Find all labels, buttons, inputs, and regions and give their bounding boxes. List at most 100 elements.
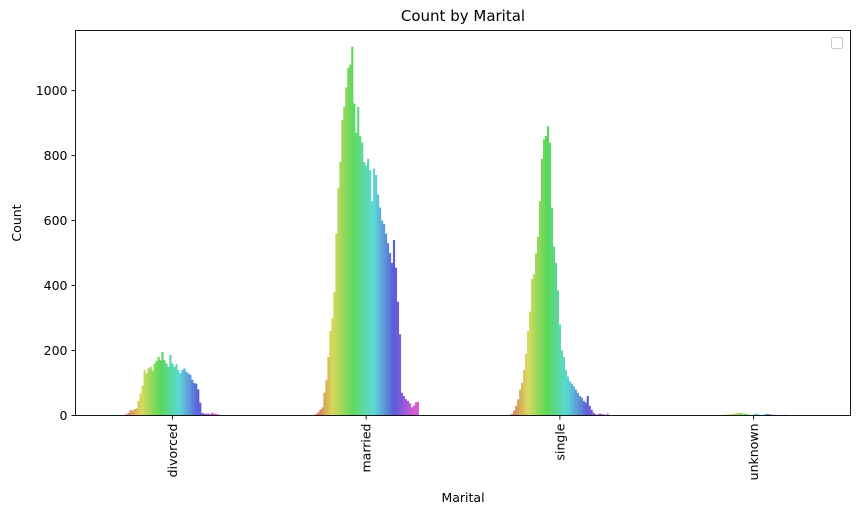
bar-married-5 — [323, 392, 326, 416]
bar-single-43 — [594, 414, 597, 416]
bar-unknown-23 — [765, 413, 768, 416]
bar-divorced-16 — [155, 360, 158, 416]
bar-single-38 — [584, 402, 587, 416]
bar-single-25 — [558, 324, 562, 416]
bar-single-12 — [533, 274, 536, 416]
bar-unknown-17 — [753, 414, 756, 416]
bar-divorced-40 — [203, 413, 206, 416]
bar-divorced-2 — [127, 412, 130, 416]
bar-divorced-37 — [197, 389, 200, 416]
bar-divorced-3 — [129, 409, 132, 416]
bars-layer — [123, 46, 788, 416]
bar-married-49 — [410, 407, 413, 416]
bar-single-41 — [590, 409, 593, 416]
bar-married-3 — [319, 409, 322, 416]
x-axis-title: Marital — [441, 490, 484, 505]
bar-divorced-23 — [169, 355, 172, 416]
bar-divorced-27 — [177, 370, 180, 416]
bar-married-29 — [371, 201, 374, 416]
bar-divorced-11 — [145, 373, 148, 416]
bar-divorced-28 — [179, 373, 182, 416]
bar-divorced-45 — [213, 413, 216, 416]
bar-divorced-34 — [191, 379, 194, 416]
bar-married-23 — [359, 136, 362, 416]
bar-divorced-33 — [189, 374, 192, 416]
bar-divorced-1 — [125, 414, 128, 416]
bar-unknown-6 — [731, 413, 734, 416]
bar-single-31 — [570, 383, 573, 416]
bar-divorced-39 — [201, 412, 204, 416]
bar-single-17 — [542, 139, 546, 416]
bar-married-43 — [398, 334, 402, 416]
bar-married-17 — [347, 67, 350, 416]
chart-title: Count by Marital — [401, 7, 525, 25]
bar-unknown-7 — [733, 413, 736, 416]
bar-single-16 — [541, 158, 544, 416]
bar-married-39 — [390, 262, 394, 416]
bar-single-37 — [582, 400, 585, 416]
bar-divorced-46 — [215, 413, 218, 416]
bar-married-30 — [373, 168, 376, 416]
bar-married-9 — [331, 318, 334, 416]
bar-single-47 — [602, 414, 605, 416]
bar-single-32 — [572, 386, 575, 416]
bar-single-11 — [531, 279, 534, 416]
bar-unknown-18 — [755, 413, 758, 416]
bar-married-36 — [385, 233, 388, 416]
plot-frame — [75, 30, 851, 416]
bar-single-27 — [562, 357, 565, 416]
bar-single-46 — [600, 413, 603, 416]
bar-divorced-38 — [199, 402, 202, 416]
bar-unknown-8 — [735, 412, 738, 416]
y-tick-label-800: 800 — [44, 148, 68, 163]
bar-married-34 — [381, 220, 384, 416]
bar-married-35 — [383, 223, 386, 416]
bar-unknown-9 — [737, 413, 740, 416]
bar-divorced-10 — [143, 370, 146, 416]
bar-unknown-13 — [745, 414, 748, 416]
bar-single-30 — [568, 381, 571, 416]
bar-married-19 — [351, 46, 354, 416]
y-axis-title: Count — [9, 204, 24, 241]
bar-married-22 — [357, 106, 360, 416]
bar-single-23 — [554, 262, 558, 416]
bar-divorced-14 — [151, 370, 154, 416]
bar-divorced-4 — [131, 410, 134, 416]
bar-single-44 — [596, 414, 599, 416]
x-tick-label-divorced: divorced — [165, 424, 180, 478]
bar-single-21 — [550, 207, 554, 416]
bar-unknown-10 — [739, 412, 742, 416]
bar-married-31 — [375, 175, 378, 416]
bar-married-28 — [369, 170, 372, 416]
bar-divorced-21 — [165, 363, 168, 416]
bar-married-13 — [339, 162, 342, 416]
bar-single-19 — [546, 126, 550, 416]
bar-married-38 — [388, 253, 392, 416]
bar-married-37 — [386, 243, 390, 416]
bar-married-4 — [321, 407, 324, 416]
bar-divorced-30 — [183, 368, 186, 416]
bar-single-22 — [552, 246, 556, 416]
bar-married-24 — [361, 142, 364, 416]
bar-unknown-22 — [763, 414, 766, 416]
bar-married-21 — [355, 132, 358, 416]
bar-divorced-17 — [157, 357, 160, 416]
bar-single-34 — [576, 392, 579, 416]
bar-single-5 — [519, 389, 522, 416]
bar-married-14 — [341, 119, 344, 416]
bar-divorced-5 — [133, 409, 136, 416]
bar-divorced-19 — [161, 352, 164, 416]
y-tick-label-1000: 1000 — [36, 83, 68, 98]
bar-divorced-47 — [217, 414, 220, 416]
bar-divorced-31 — [185, 371, 188, 416]
y-axis: 0 200 400 600 800 1000 — [36, 83, 76, 423]
bar-single-20 — [548, 142, 552, 416]
bar-married-2 — [317, 412, 320, 416]
x-tick-label-single: single — [552, 423, 567, 460]
bar-unknown-3 — [725, 414, 728, 416]
bar-single-33 — [574, 389, 577, 416]
bar-unknown-11 — [741, 413, 744, 416]
bar-single-4 — [517, 399, 520, 416]
bar-divorced-22 — [167, 366, 170, 416]
bar-married-20 — [353, 103, 356, 416]
